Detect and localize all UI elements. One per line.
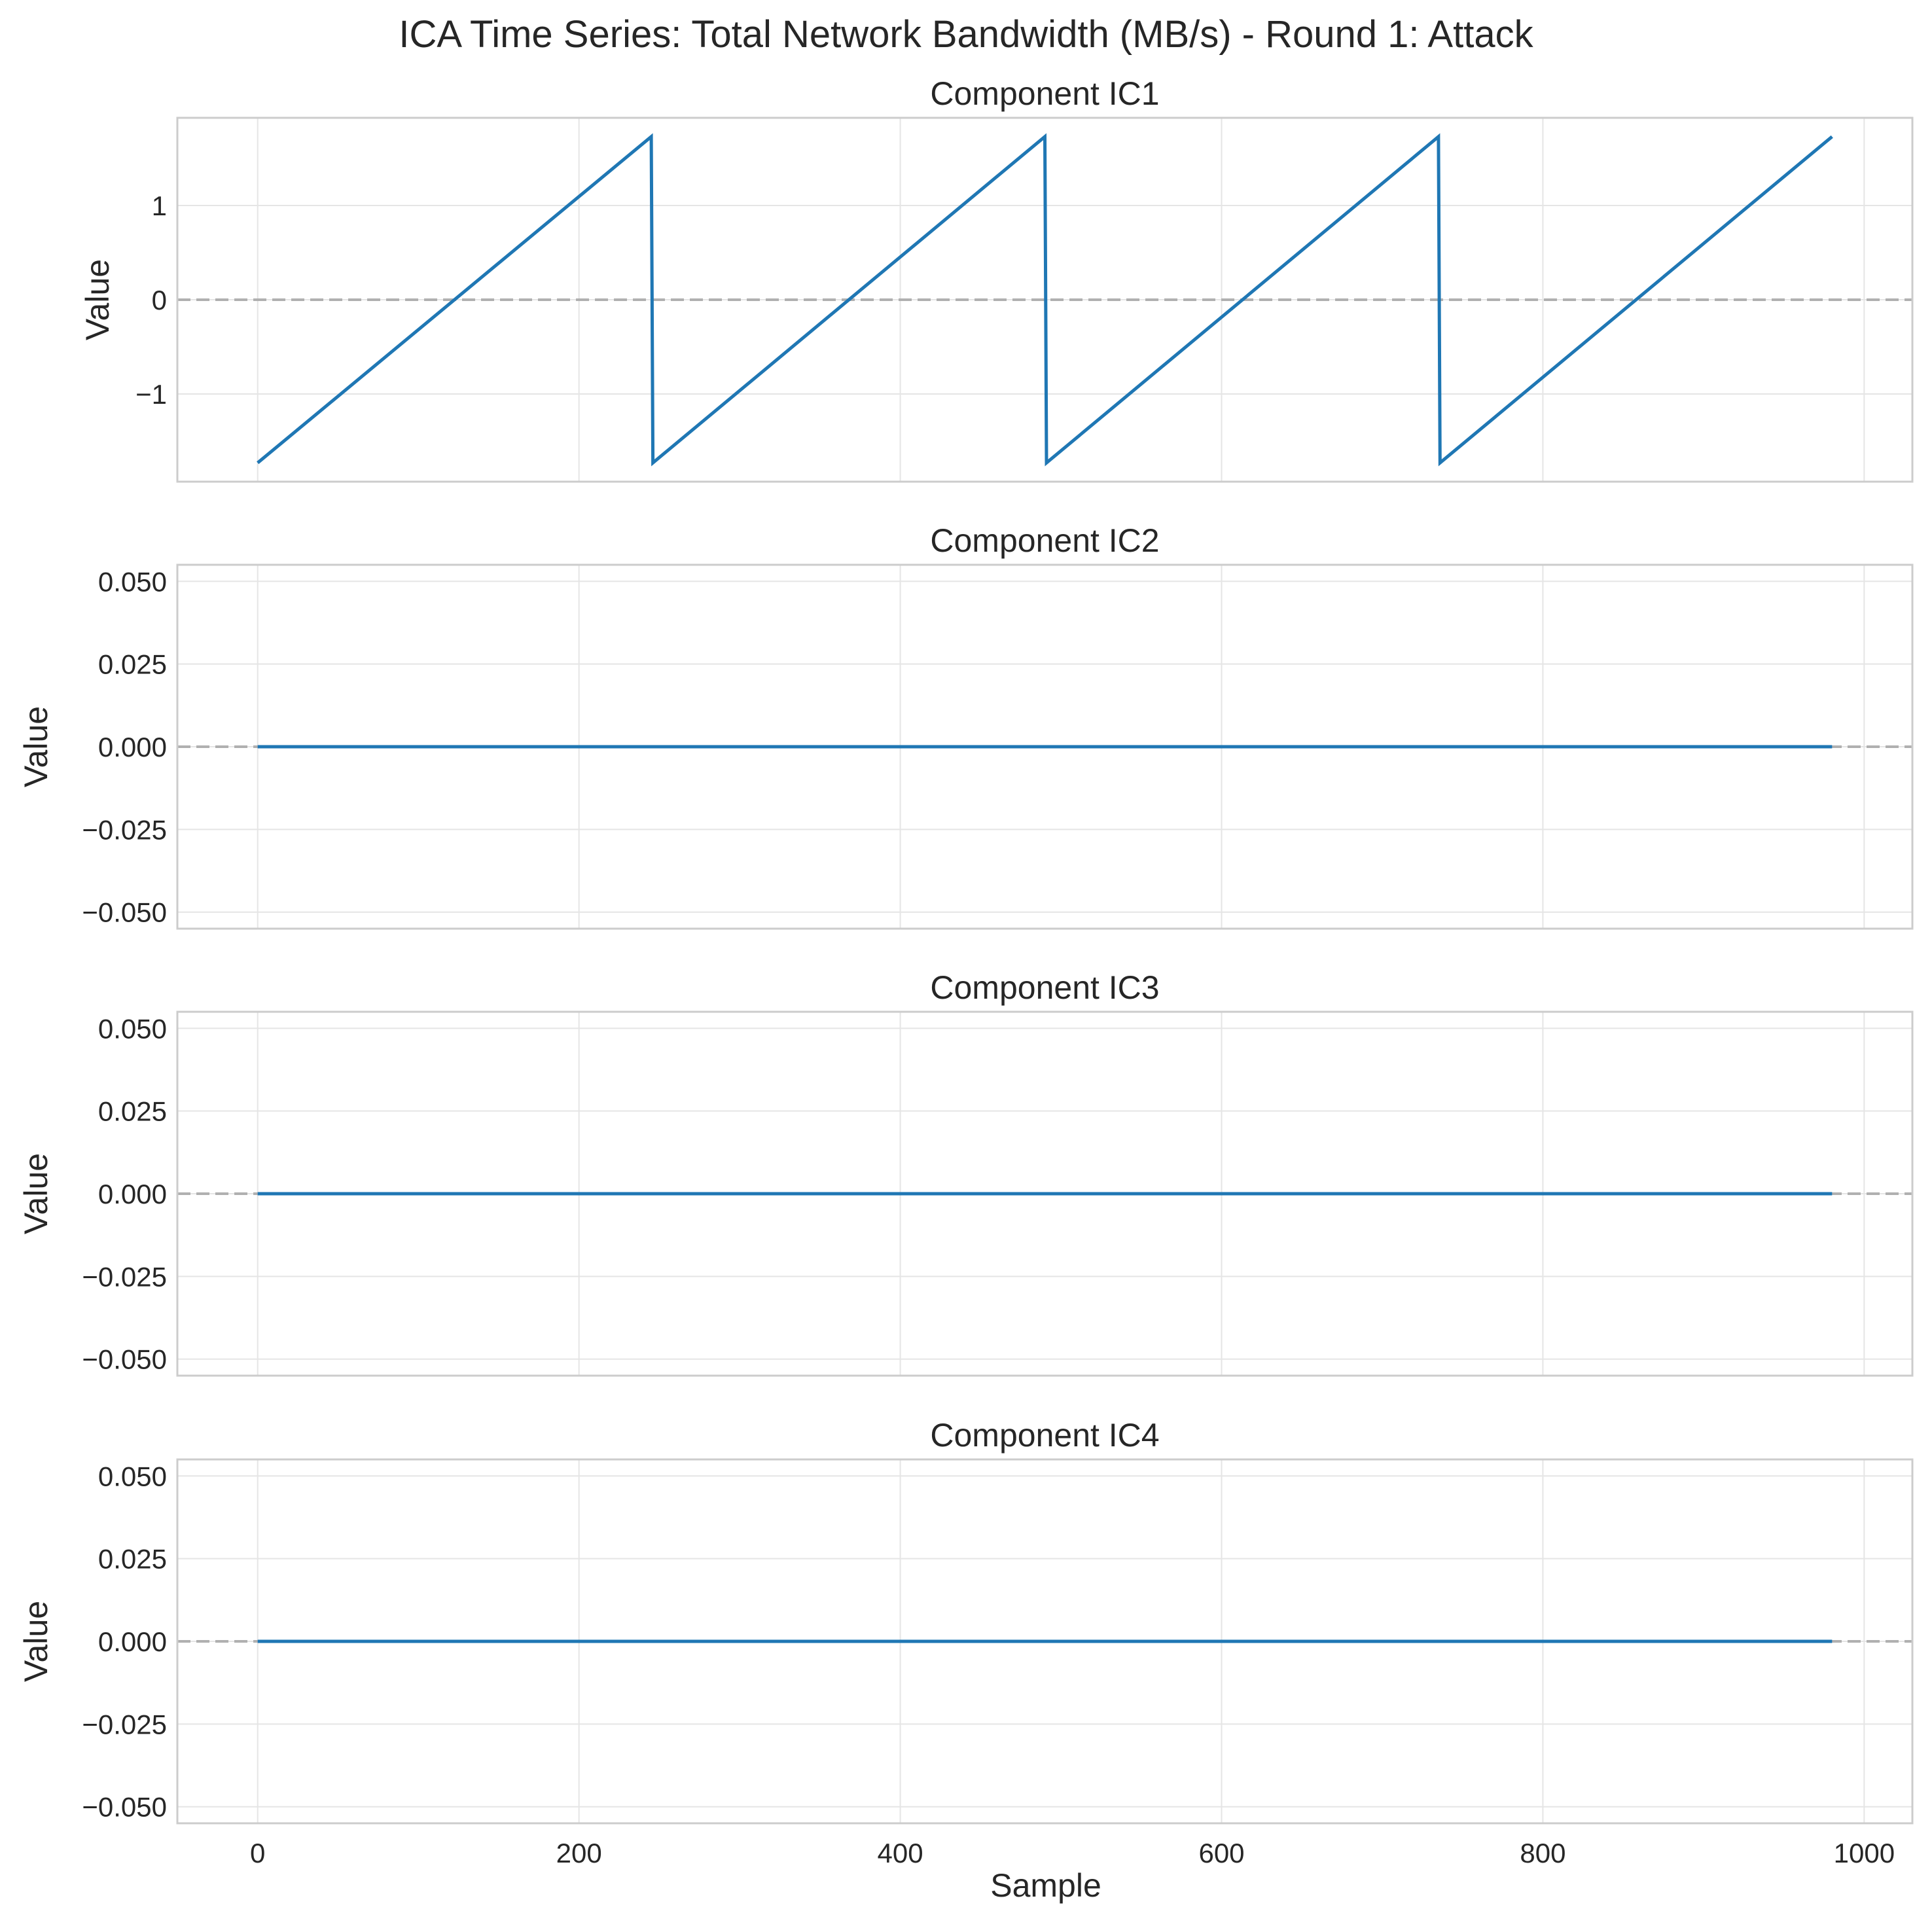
x-tick-label: 0: [250, 1838, 265, 1868]
y-tick-label: 1: [152, 190, 167, 221]
y-tick-label: −0.025: [82, 1261, 167, 1292]
axes-frame: [176, 1458, 1914, 1825]
y-axis-label: Value: [18, 1153, 54, 1234]
y-tick-label: −0.050: [82, 1344, 167, 1375]
y-axis-label: Value: [18, 706, 54, 787]
panel-title: Component IC4: [930, 1417, 1159, 1454]
panel-ic1: −1 0 1 Component IC1 Value: [79, 75, 1914, 483]
axes-frame: [176, 116, 1914, 483]
panel-ic3: −0.050 −0.025 0.000 0.025 0.050 Component IC3…: [18, 969, 1914, 1377]
y-tick-label: −0.025: [82, 1709, 167, 1740]
panel-title: Component IC1: [930, 75, 1159, 112]
x-tick-label: 400: [878, 1838, 923, 1868]
axes-frame: [176, 1010, 1914, 1377]
y-axis-label: Value: [79, 259, 116, 340]
y-axis-label: Value: [18, 1601, 54, 1682]
axes-frame: [176, 563, 1914, 930]
panel-ic4: −0.050 −0.025 0.000 0.025 0.050 0 200 400 600 800…: [18, 1417, 1914, 1868]
x-tick-label: 600: [1198, 1838, 1244, 1868]
y-tick-label: 0.025: [98, 1544, 167, 1575]
x-tick-label: 1000: [1834, 1838, 1895, 1868]
y-tick-label: −0.050: [82, 1792, 167, 1823]
panel-title: Component IC3: [930, 969, 1159, 1006]
panels: −1 0 1 Component IC1 Value −0.050 −0.025 0.000 0…: [18, 75, 1914, 1868]
y-tick-label: 0.000: [98, 1626, 167, 1657]
y-tick-label: 0.025: [98, 1096, 167, 1127]
panel-title: Component IC2: [930, 522, 1159, 559]
x-tick-label: 200: [556, 1838, 602, 1868]
y-tick-label: 0.050: [98, 1461, 167, 1491]
y-tick-label: 0.050: [98, 566, 167, 597]
y-tick-label: 0.025: [98, 649, 167, 680]
figure-suptitle: ICA Time Series: Total Network Bandwidth…: [399, 13, 1533, 56]
y-tick-label: 0.000: [98, 732, 167, 762]
panel-ic2: −0.050 −0.025 0.000 0.025 0.050 Component IC2…: [18, 522, 1914, 930]
y-tick-label: −1: [135, 379, 167, 410]
x-axis-label: Sample: [990, 1867, 1101, 1904]
series-line: [257, 133, 1833, 467]
x-tick-label: 800: [1520, 1838, 1565, 1868]
y-tick-label: −0.025: [82, 814, 167, 845]
y-tick-label: −0.050: [82, 897, 167, 928]
y-tick-label: 0.050: [98, 1013, 167, 1044]
y-tick-label: 0.000: [98, 1179, 167, 1209]
y-tick-label: 0: [152, 285, 167, 315]
